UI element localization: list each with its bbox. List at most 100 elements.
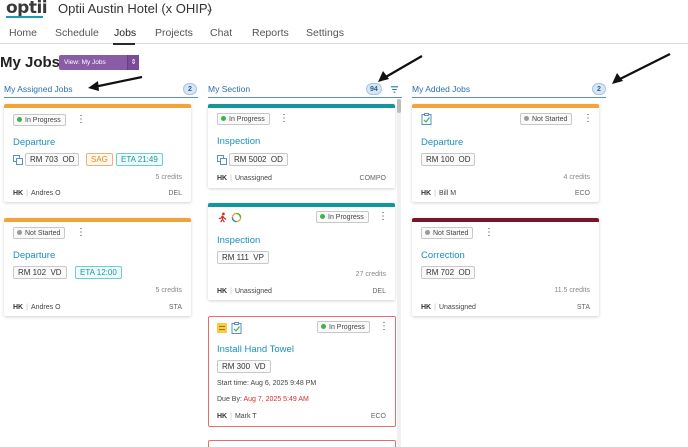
filter-icon[interactable] (390, 85, 399, 94)
department: HK (217, 175, 228, 182)
job-code: DEL (168, 190, 182, 197)
status-label: Not Started (433, 230, 469, 237)
scrollbar-track[interactable] (397, 99, 401, 447)
checklist-icon (421, 113, 432, 125)
view-selector-label: View: My Jobs (64, 59, 106, 66)
page-title: My Jobs (0, 54, 61, 71)
job-card[interactable]: In Progress ⋮ Departure RM 703 OD SAG ET… (4, 104, 191, 202)
due-by: Due By: Aug 7, 2025 5:49 AM (217, 396, 309, 403)
room-link-icon (13, 155, 23, 165)
status-label: In Progress (329, 324, 365, 331)
room-link-icon (217, 155, 227, 165)
assignee: Unassigned (234, 288, 272, 295)
status-badge[interactable]: Not Started (520, 113, 573, 125)
status-dot-icon (17, 117, 22, 122)
column-header-assigned: My Assigned Jobs 2 (4, 83, 198, 98)
more-options-icon[interactable]: ⋮ (76, 114, 86, 125)
nav-home[interactable]: Home (9, 27, 38, 39)
room-number: RM 102 (18, 268, 47, 277)
job-title[interactable]: Inspection (217, 136, 261, 147)
chevron-down-icon[interactable]: ⌄ (205, 3, 215, 15)
job-card-overdue[interactable]: In Progress ⋮ Install Hand Towel RM 300 … (208, 316, 396, 427)
room-chip: RM 5002 OD (229, 153, 288, 166)
status-badge[interactable]: In Progress (317, 321, 370, 333)
job-code: ECO (370, 413, 386, 420)
status-dot-icon (321, 324, 326, 329)
status-badge[interactable]: In Progress (217, 113, 270, 125)
job-code: DEL (372, 288, 386, 295)
room-status: VP (253, 253, 264, 262)
assignee: Bill M (438, 190, 457, 197)
column-title: My Section (208, 84, 251, 94)
job-title[interactable]: Inspection (217, 235, 261, 246)
card-footer: HK | Unassigned (421, 304, 476, 311)
card-footer: HK | Bill M (421, 190, 457, 197)
job-card-overdue[interactable] (208, 440, 396, 447)
hotel-selector[interactable]: Optii Austin Hotel (x OHIP) (58, 1, 212, 16)
department: HK (217, 413, 228, 420)
more-options-icon[interactable]: ⋮ (76, 227, 86, 238)
department: HK (421, 304, 432, 311)
nav-chat[interactable]: Chat (210, 27, 233, 39)
sync-icon (231, 212, 242, 223)
annotation-arrow-icon (88, 75, 143, 91)
active-tab-indicator (113, 43, 135, 45)
column-title: My Added Jobs (412, 84, 471, 94)
room-number: RM 703 (30, 155, 59, 164)
scrollbar-thumb[interactable] (397, 99, 401, 113)
status-badge[interactable]: Not Started (13, 227, 66, 239)
nav-projects[interactable]: Projects (155, 27, 193, 39)
status-badge[interactable]: In Progress (13, 114, 66, 126)
app-logo: optii (6, 0, 48, 18)
view-selector[interactable]: View: My Jobs ⇕ (59, 55, 139, 70)
assignee: Andres O (30, 304, 61, 311)
department: HK (13, 304, 24, 311)
nav-schedule[interactable]: Schedule (55, 27, 99, 39)
top-bar: optii Optii Austin Hotel (x OHIP) ⌄ (0, 0, 688, 20)
room-status: OD (458, 155, 471, 164)
job-card[interactable]: Not Started ⋮ Departure RM 100 OD 4 cred… (412, 104, 599, 202)
status-label: In Progress (328, 214, 364, 221)
start-time: Start time: Aug 6, 2025 9:48 PM (217, 380, 317, 387)
annotation-arrow-icon (612, 53, 671, 84)
credits-label: 5 credits (155, 287, 182, 294)
room-status: VD (50, 268, 62, 277)
count-badge: 2 (183, 83, 197, 95)
job-card[interactable]: Not Started ⋮ Correction RM 702 OD 11.5 … (412, 218, 599, 316)
column-header-added: My Added Jobs 2 (412, 83, 606, 98)
more-options-icon[interactable]: ⋮ (378, 211, 388, 222)
status-badge[interactable]: In Progress (316, 211, 369, 223)
more-options-icon[interactable]: ⋮ (279, 113, 289, 124)
nav-jobs[interactable]: Jobs (114, 27, 137, 39)
nav-settings[interactable]: Settings (306, 27, 344, 39)
room-chip: RM 300 VD (217, 360, 271, 373)
count-badge: 94 (366, 83, 382, 95)
room-chip: RM 702 OD (421, 266, 476, 279)
room-number: RM 300 (222, 362, 251, 371)
room-status: OD (458, 268, 471, 277)
job-card[interactable]: In Progress ⋮ Inspection RM 5002 OD HK | U… (208, 104, 395, 188)
job-code: ECO (574, 190, 590, 197)
job-code: COMPO (359, 175, 386, 182)
job-card[interactable]: In Progress ⋮ Inspection RM 111 VP 27 cr… (208, 203, 395, 300)
assignee: Unassigned (438, 304, 476, 311)
department: HK (217, 288, 228, 295)
priority-stripe (208, 104, 395, 108)
more-options-icon[interactable]: ⋮ (379, 321, 389, 332)
department: HK (421, 190, 432, 197)
job-card[interactable]: Not Started ⋮ Departure RM 102 VD ETA 12… (4, 218, 191, 316)
job-title[interactable]: Departure (13, 137, 56, 148)
status-dot-icon (524, 116, 529, 121)
priority-stripe (412, 218, 599, 222)
assignee: Mark T (234, 413, 257, 420)
job-title[interactable]: Correction (421, 250, 465, 261)
job-title[interactable]: Departure (421, 137, 464, 148)
job-title[interactable]: Install Hand Towel (217, 344, 294, 355)
job-title[interactable]: Departure (13, 250, 56, 261)
nav-reports[interactable]: Reports (252, 27, 289, 39)
more-options-icon[interactable]: ⋮ (583, 113, 593, 124)
status-badge[interactable]: Not Started (421, 227, 474, 239)
more-options-icon[interactable]: ⋮ (484, 227, 494, 238)
room-status: OD (62, 155, 75, 164)
status-dot-icon (221, 116, 226, 121)
